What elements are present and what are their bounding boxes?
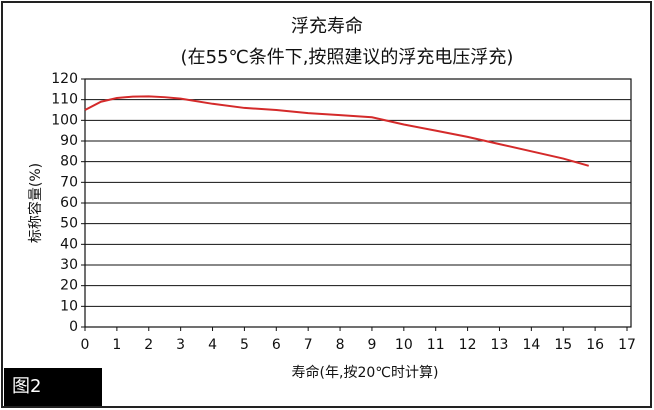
y-tick-label: 30	[60, 257, 78, 273]
chart-title: 浮充寿命	[291, 16, 363, 37]
chart-subtitle: (在55℃条件下,按照建议的浮充电压浮充)	[181, 47, 514, 68]
figure-label-box	[4, 368, 102, 406]
x-tick-label: 7	[304, 337, 313, 353]
x-tick-label: 5	[240, 337, 249, 353]
x-tick-label: 3	[176, 337, 185, 353]
x-tick-label: 10	[395, 337, 413, 353]
x-tick-label: 2	[144, 337, 153, 353]
x-axis-label: 寿命(年,按20℃时计算)	[292, 364, 439, 381]
x-tick-label: 1	[112, 337, 121, 353]
x-tick-label: 13	[491, 337, 509, 353]
y-tick-label: 120	[51, 71, 78, 87]
y-tick-label: 80	[60, 154, 78, 170]
y-tick-label: 90	[60, 133, 78, 149]
x-tick-label: 14	[522, 337, 540, 353]
x-tick-label: 17	[618, 337, 636, 353]
y-tick-label: 110	[51, 92, 78, 108]
y-tick-label: 40	[60, 236, 78, 252]
x-tick-label: 8	[336, 337, 345, 353]
y-axis-label: 标称容量(%)	[27, 163, 44, 243]
x-tick-label: 11	[427, 337, 445, 353]
y-tick-label: 0	[69, 319, 78, 335]
y-tick-label: 50	[60, 216, 78, 232]
x-tick-label: 6	[272, 337, 281, 353]
x-tick-label: 0	[81, 337, 90, 353]
y-tick-label: 60	[60, 195, 78, 211]
x-tick-label: 12	[459, 337, 477, 353]
y-tick-label: 70	[60, 174, 78, 190]
y-tick-label: 10	[60, 298, 78, 314]
x-tick-label: 9	[367, 337, 376, 353]
x-tick-label: 4	[208, 337, 217, 353]
x-tick-label: 16	[586, 337, 604, 353]
y-tick-label: 100	[51, 112, 78, 128]
figure-label: 图2	[12, 376, 41, 397]
data-line	[84, 95, 590, 167]
y-tick-label: 20	[60, 278, 78, 294]
x-tick-label: 15	[554, 337, 572, 353]
